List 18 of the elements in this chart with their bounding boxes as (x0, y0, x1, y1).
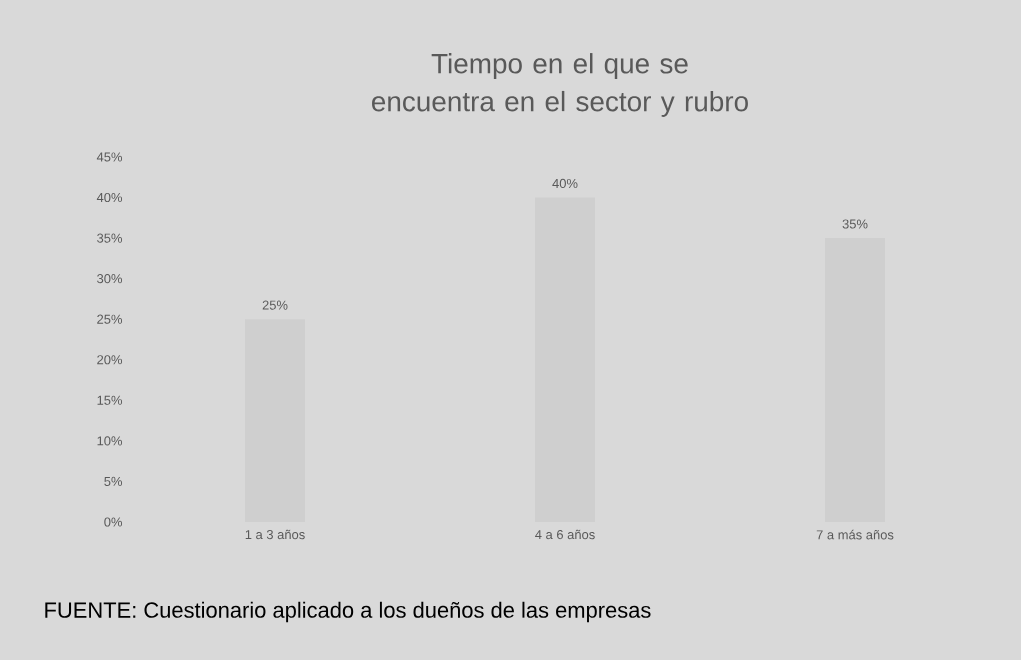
data-label: 40% (552, 178, 578, 189)
y-tick-label: 45% (96, 152, 123, 162)
y-tick-label: 15% (97, 395, 123, 405)
y-tick-label: 25% (97, 314, 123, 324)
y-tick-label: 30% (97, 274, 123, 284)
x-tick-label: 4 a 6 años (535, 529, 595, 540)
x-tick-label: 7 a más años (816, 529, 894, 540)
chart-title: Tiempo en el que se encuentra en el sector y rubro (372, 53, 748, 117)
data-label: 35% (842, 219, 868, 229)
y-tick-label: 10% (97, 436, 123, 446)
y-tick-label: 35% (97, 233, 123, 243)
source-note: FUENTE: Cuestionario aplicado a los dueños de las empresas (45, 601, 651, 623)
y-tick-label: 40% (96, 192, 123, 203)
y-tick-label: 0% (104, 517, 123, 527)
y-tick-label: 5% (104, 476, 123, 486)
data-label: 25% (262, 300, 288, 310)
y-tick-label: 20% (97, 355, 123, 365)
x-tick-label: 1 a 3 años (245, 529, 305, 540)
